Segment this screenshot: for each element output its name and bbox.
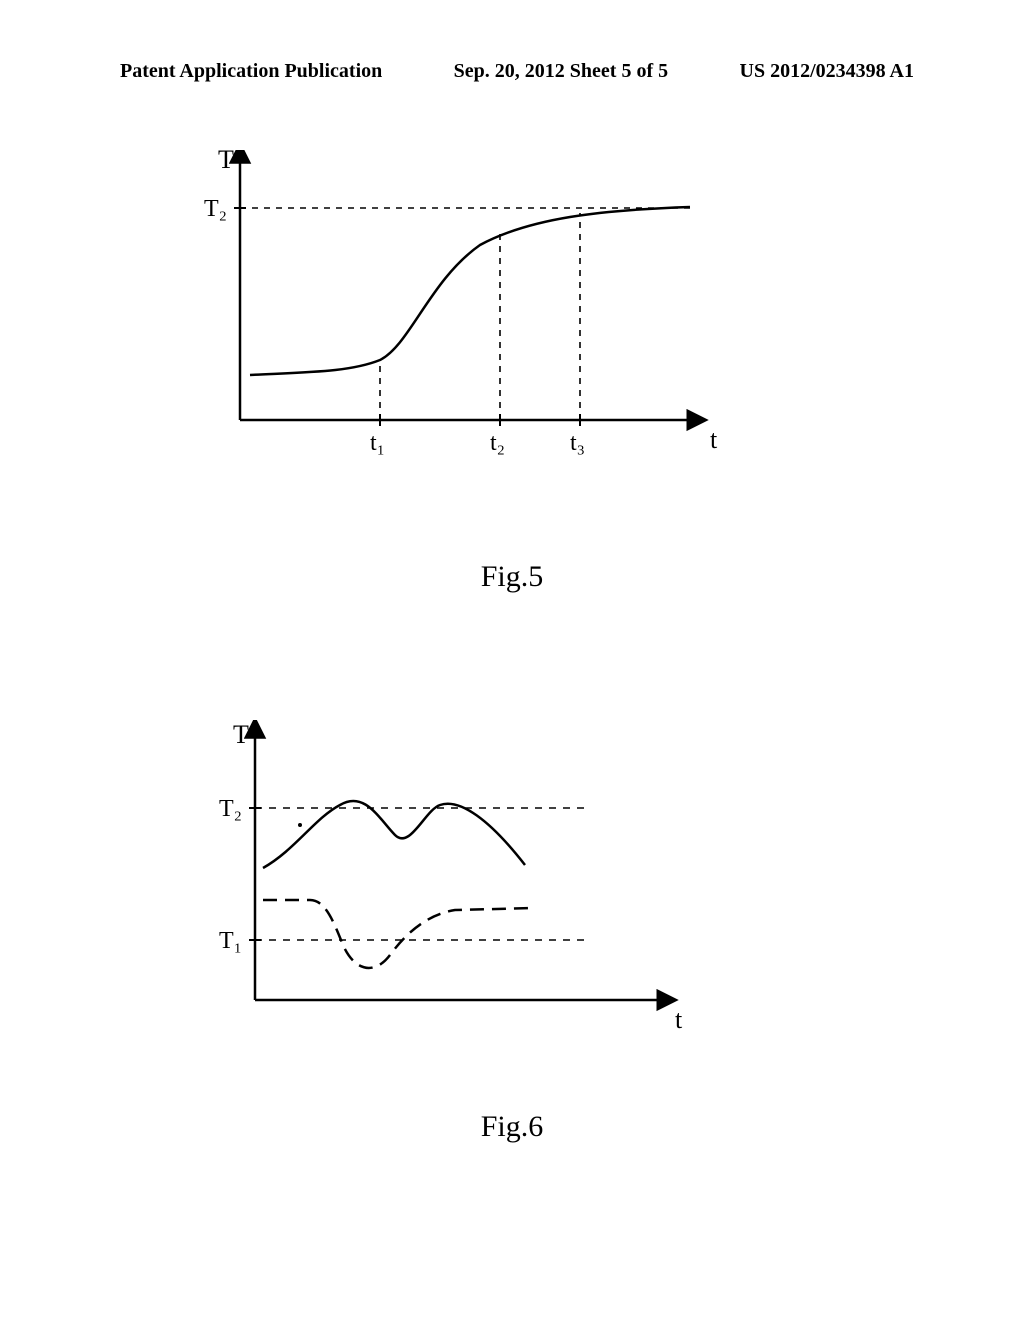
- svg-text:T: T: [218, 150, 234, 174]
- figure-6-chart: Tt T₂ T₁: [215, 720, 715, 1060]
- figure-5-label: Fig.5: [0, 560, 1024, 594]
- figure-6-label: Fig.6: [0, 1110, 1024, 1144]
- svg-text:t₃: t₃: [570, 430, 585, 456]
- svg-text:t: t: [710, 425, 718, 454]
- svg-text:T₂: T₂: [219, 796, 242, 822]
- svg-text:t: t: [675, 1005, 683, 1034]
- svg-text:T₁: T₁: [219, 928, 242, 954]
- figure-6: Tt T₂ T₁: [215, 720, 715, 1060]
- header-right: US 2012/0234398 A1: [740, 60, 914, 83]
- page-header: Patent Application Publication Sep. 20, …: [0, 60, 1024, 83]
- svg-text:t₁: t₁: [370, 430, 385, 456]
- header-left: Patent Application Publication: [120, 60, 382, 83]
- figure-5-chart: Tt T₂ t₁ t₂ t₃: [200, 150, 760, 490]
- svg-text:T₂: T₂: [204, 196, 227, 222]
- svg-text:t₂: t₂: [490, 430, 505, 456]
- figure-5: Tt T₂ t₁ t₂ t₃: [200, 150, 760, 510]
- header-center: Sep. 20, 2012 Sheet 5 of 5: [454, 60, 668, 83]
- svg-text:T: T: [233, 720, 249, 749]
